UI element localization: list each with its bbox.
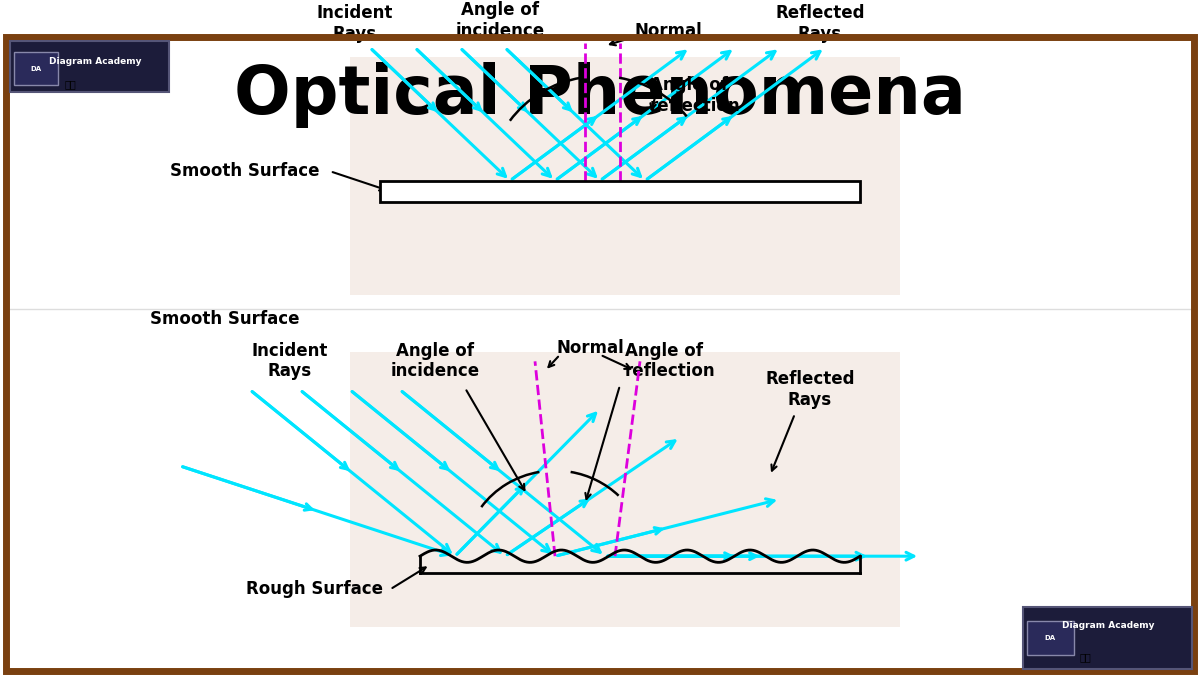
Text: 👤👤: 👤👤 <box>64 79 76 89</box>
Text: Normal: Normal <box>556 339 624 356</box>
Text: Incident
Rays: Incident Rays <box>317 4 394 43</box>
Text: DA: DA <box>30 65 42 72</box>
FancyBboxPatch shape <box>10 41 169 92</box>
FancyBboxPatch shape <box>1022 607 1192 670</box>
FancyBboxPatch shape <box>350 57 900 295</box>
Text: Reflected
Rays: Reflected Rays <box>775 4 865 43</box>
FancyBboxPatch shape <box>350 352 900 628</box>
Text: Normal: Normal <box>635 22 703 40</box>
Text: Angle of
reflection: Angle of reflection <box>650 76 740 115</box>
Text: Angle of
incidence: Angle of incidence <box>390 342 480 380</box>
Text: DA: DA <box>1044 635 1056 641</box>
Text: Reflected
Rays: Reflected Rays <box>766 370 854 409</box>
Text: Incident
Rays: Incident Rays <box>252 342 328 380</box>
FancyBboxPatch shape <box>1027 621 1074 655</box>
Text: Rough Surface: Rough Surface <box>246 580 384 599</box>
FancyBboxPatch shape <box>14 53 58 85</box>
Text: Smooth Surface: Smooth Surface <box>170 162 320 180</box>
Text: Angle of
reflection: Angle of reflection <box>625 342 715 380</box>
Text: 👤👤: 👤👤 <box>1079 652 1091 662</box>
Text: Optical Phenomena: Optical Phenomena <box>234 62 966 128</box>
Text: Angle of
incidence: Angle of incidence <box>456 1 545 40</box>
Text: Diagram Academy: Diagram Academy <box>49 57 142 66</box>
Bar <box>380 181 860 202</box>
Text: Smooth Surface: Smooth Surface <box>150 310 300 328</box>
Text: Diagram Academy: Diagram Academy <box>1062 621 1154 630</box>
